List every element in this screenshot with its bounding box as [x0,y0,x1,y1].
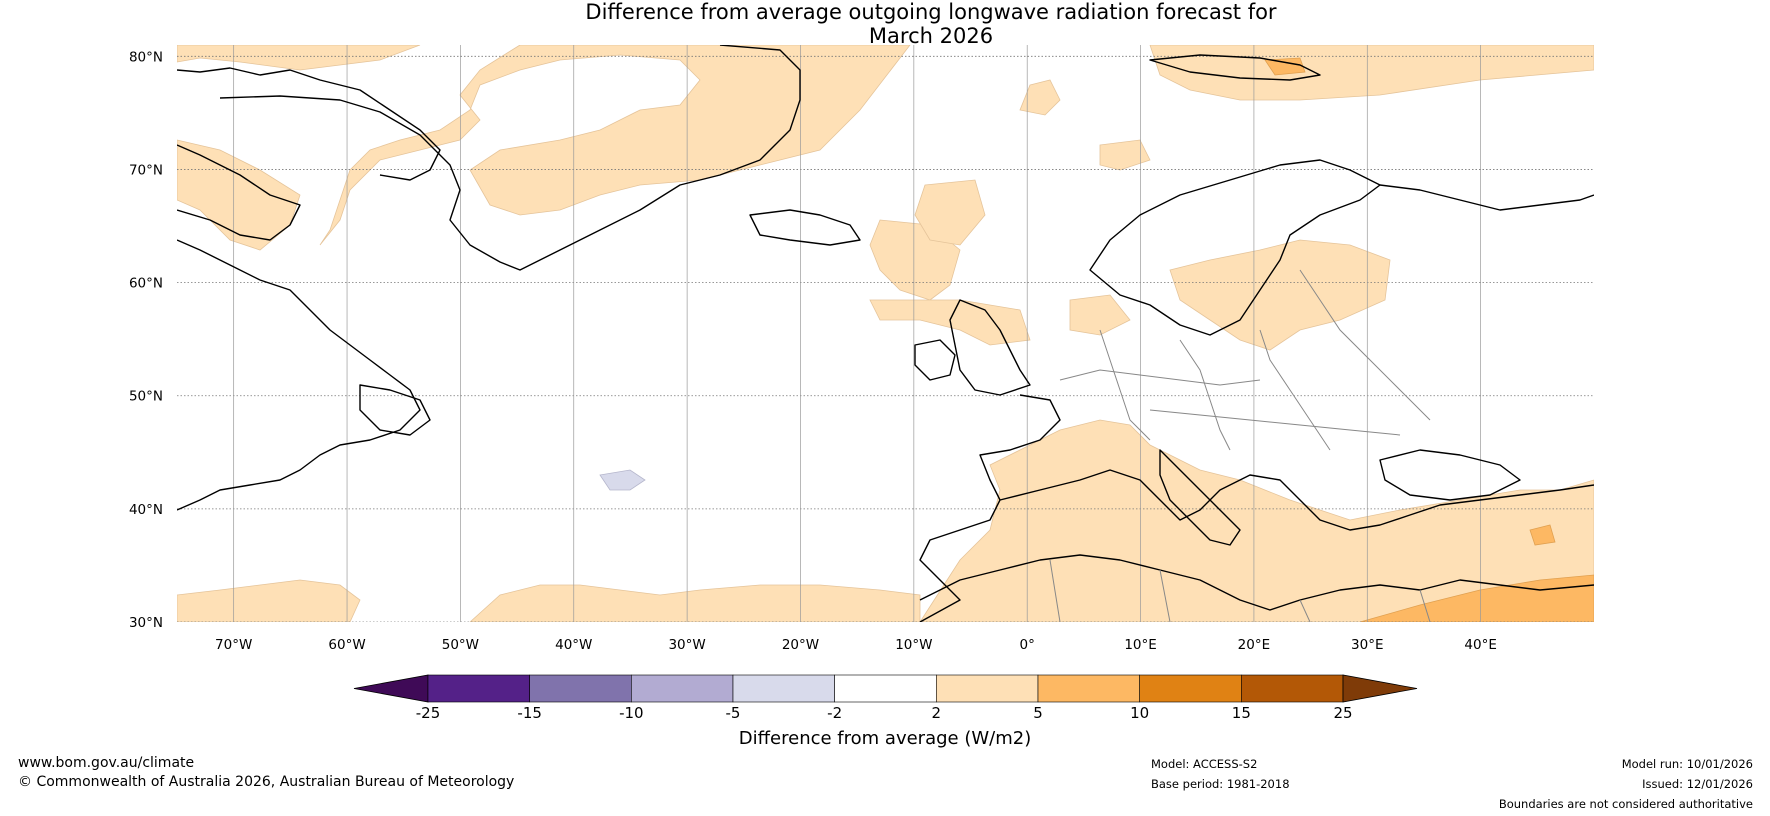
lat-label: 50°N [129,389,163,405]
footer-model: Model: ACCESS-S2 [1151,757,1258,771]
colorbar-segment [732,674,835,703]
border-europe-4 [1259,329,1331,451]
anomaly-region-svalbard [1149,45,1594,101]
title-line-1: Difference from average outgoing longwav… [585,0,1277,24]
coastline-north-africa [919,554,1594,611]
colorbar-segment [631,674,734,703]
coastline-black-sea [1379,449,1521,501]
lon-label: 20°E [1238,637,1270,653]
lat-label: 30°N [129,615,163,631]
lon-label: 30°E [1351,637,1383,653]
lon-label: 40°E [1464,637,1496,653]
coastline-iceland [749,209,861,246]
lat-label: 80°N [129,49,163,65]
border-europe-3 [1179,339,1231,451]
anomaly-region-scandinavia [1169,239,1391,351]
border-europe-6 [1149,409,1401,436]
coastline-mediterranean [999,469,1594,531]
anomaly-region-aegean-strong [1529,524,1556,546]
anomaly-region-arctic-west [177,45,421,71]
border-africa-4 [1419,589,1431,622]
colorbar-tick-label: -5 [726,704,741,722]
colorbar-extend-low [353,674,429,703]
colorbar-tick-label: 5 [1033,704,1043,722]
footer-copyright: © Commonwealth of Australia 2026, Austra… [18,774,515,790]
coastline-baffin-island [177,144,301,241]
lon-label: 40°W [555,637,592,653]
lon-label: 30°W [668,637,705,653]
anomaly-region-azores-negative [599,469,646,491]
anomaly-region-norwegian-sea [1019,79,1061,116]
lat-label: 60°N [129,276,163,292]
anomaly-region-greenland-sea [319,45,911,246]
anomaly-region-faroe [914,179,986,246]
coastline-labrador [177,239,421,511]
latitude-labels: 80°N 70°N 60°N 50°N 40°N 30°N [129,49,163,631]
anomaly-region-south-atlantic [177,579,361,622]
colorbar-tick-label: 15 [1232,704,1251,722]
anomaly-region-barents [1099,139,1151,171]
colorbar-segment [1139,674,1242,703]
border-africa-2 [1159,569,1171,622]
coastline-ireland [914,339,956,381]
footer-base-period: Base period: 1981-2018 [1151,777,1290,791]
footer-model-run: Model run: 10/01/2026 [1621,757,1753,771]
anomaly-region-sahara-strong [1359,574,1594,622]
lon-label: 70°W [215,637,252,653]
anomaly-region-subtropical [469,584,921,622]
coastline-british-isles [949,299,1031,396]
border-europe-2 [1099,329,1151,441]
colorbar-segment [1037,674,1140,703]
footer-issued: Issued: 12/01/2026 [1642,777,1753,791]
anomaly-region-barents-strong [1264,57,1306,76]
footer-website: www.bom.gov.au/climate [18,755,195,771]
lon-label: 10°E [1124,637,1156,653]
lat-label: 40°N [129,502,163,518]
colorbar-tick-label: 2 [932,704,942,722]
lon-label: 60°W [328,637,365,653]
coastline-canada-arctic [177,67,441,181]
colorbar-segment [1241,674,1344,703]
colorbar-tick-label: 10 [1130,704,1149,722]
border-europe-1 [1059,369,1261,386]
colorbar-tick-label: 25 [1333,704,1352,722]
colorbar-segment [936,674,1039,703]
colorbar-tick-label: -15 [517,704,542,722]
lon-label: 10°W [895,637,932,653]
colorbar-tick-label: -2 [827,704,842,722]
lon-label: 20°W [782,637,819,653]
colorbar-segment [834,674,937,703]
anomaly-region-baltic [1069,294,1131,336]
lon-label: 50°W [442,637,479,653]
colorbar-segment [427,674,530,703]
coastlines [177,45,1594,622]
coastline-norway [1089,159,1381,336]
coastline-italy [1159,449,1241,546]
colorbar-label: Difference from average (W/m2) [738,728,1032,749]
colorbar-tick-label: -10 [619,704,644,722]
coastline-greenland [219,45,801,271]
lat-label: 70°N [129,162,163,178]
lon-label: 0° [1020,637,1035,653]
colorbar: -25 -15 -10 -5 -2 2 5 10 15 25 [353,674,1418,722]
country-borders [1049,269,1431,622]
anomaly-region-baffin [177,139,301,251]
gridlines [177,45,1594,622]
longitude-labels: 70°W 60°W 50°W 40°W 30°W 20°W 10°W 0° 10°E 20°E 30… [215,637,1497,653]
colorbar-segment [529,674,632,703]
border-europe-5 [1299,269,1431,421]
title-line-2: March 2026 [868,24,994,48]
border-africa-3 [1299,599,1311,622]
chart-title: Difference from average outgoing longwav… [0,0,1770,48]
border-africa-1 [1049,559,1061,622]
colorbar-tick-label: -25 [416,704,441,722]
footer-disclaimer: Boundaries are not considered authoritat… [1498,797,1753,811]
coastline-finland-russia [1379,184,1594,211]
coastline-arctic-russia [1149,54,1321,81]
anomaly-region-mediterranean [919,419,1594,622]
colorbar-extend-high [1342,674,1418,703]
coastline-newfoundland [359,384,431,436]
anomaly-shading [177,45,1594,622]
